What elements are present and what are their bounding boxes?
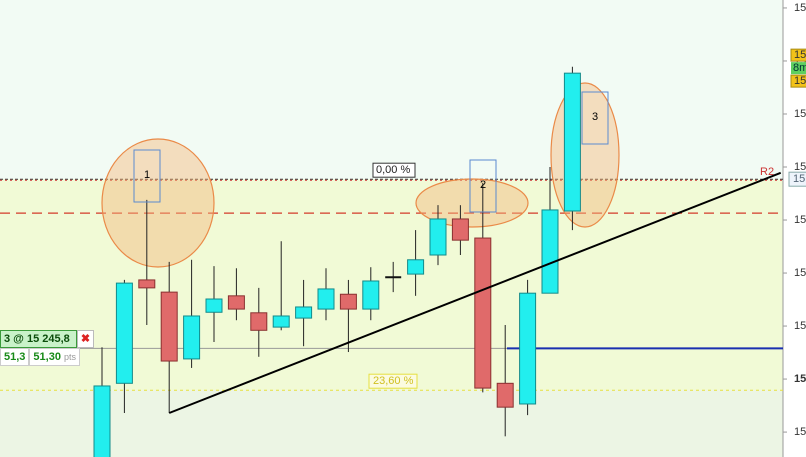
pivot-tag: 15 (793, 173, 805, 185)
price-tag-box (790, 74, 806, 88)
annotation-label: 3 (592, 111, 598, 123)
body (451, 218, 469, 241)
y-tick-label: 15 (794, 214, 806, 226)
y-tick-label: 15 (794, 2, 806, 14)
pivot-tag-box (788, 171, 806, 187)
fibo-label: 0,00 % (376, 164, 410, 176)
profit-unit: pts (64, 352, 77, 362)
price-tag-box (790, 48, 806, 62)
body (138, 279, 156, 289)
fibo-box (368, 373, 418, 389)
price-tag: 15 (794, 75, 806, 87)
profit-pts-value: 51,30 (33, 351, 61, 363)
annotation-label: 1 (144, 169, 150, 181)
annotation-box (133, 149, 161, 203)
highlight (415, 178, 529, 228)
annotation-box (581, 91, 609, 145)
body (407, 259, 425, 275)
y-tick-label: 15 (794, 161, 806, 173)
body (227, 295, 245, 310)
pivot-label: R2 (760, 166, 774, 178)
profit-pts: 51,30 pts (29, 348, 81, 366)
profit: 51,3 (0, 348, 30, 366)
body (429, 218, 447, 256)
body (339, 293, 357, 310)
y-tick-label: 15 (794, 373, 806, 385)
annotation-label: 2 (480, 179, 486, 191)
body (205, 298, 223, 313)
y-tick-label: 15 (794, 426, 806, 438)
y-tick-label: 15 (794, 108, 806, 120)
trendline (168, 171, 782, 414)
body (272, 315, 290, 328)
timer-box (791, 62, 806, 75)
body (250, 312, 268, 331)
highlight (550, 82, 620, 228)
body (115, 282, 133, 384)
fibo-box (372, 162, 416, 178)
close-position[interactable]: ✖ (77, 330, 94, 348)
body (496, 382, 514, 408)
annotation-box (469, 159, 497, 213)
y-tick-label: 15 (794, 320, 806, 332)
price-tag: 15 (794, 49, 806, 61)
timer: 8m (793, 62, 806, 74)
body (183, 315, 201, 360)
body (160, 291, 178, 362)
highlight (101, 138, 215, 268)
body (563, 72, 581, 212)
body (519, 292, 537, 405)
body (317, 288, 335, 310)
position-label[interactable]: 3 @ 15 245,8 (0, 330, 77, 348)
fibo-label: 23,60 % (373, 375, 414, 387)
body (541, 209, 559, 294)
body (295, 306, 313, 319)
position-panel[interactable]: 3 @ 15 245,8 ✖ 51,3 51,30 pts (0, 330, 94, 366)
zone (0, 0, 783, 180)
body (362, 280, 380, 310)
body (474, 237, 492, 389)
body (93, 385, 111, 457)
y-tick-label: 15 (794, 267, 806, 279)
zone (0, 390, 783, 457)
